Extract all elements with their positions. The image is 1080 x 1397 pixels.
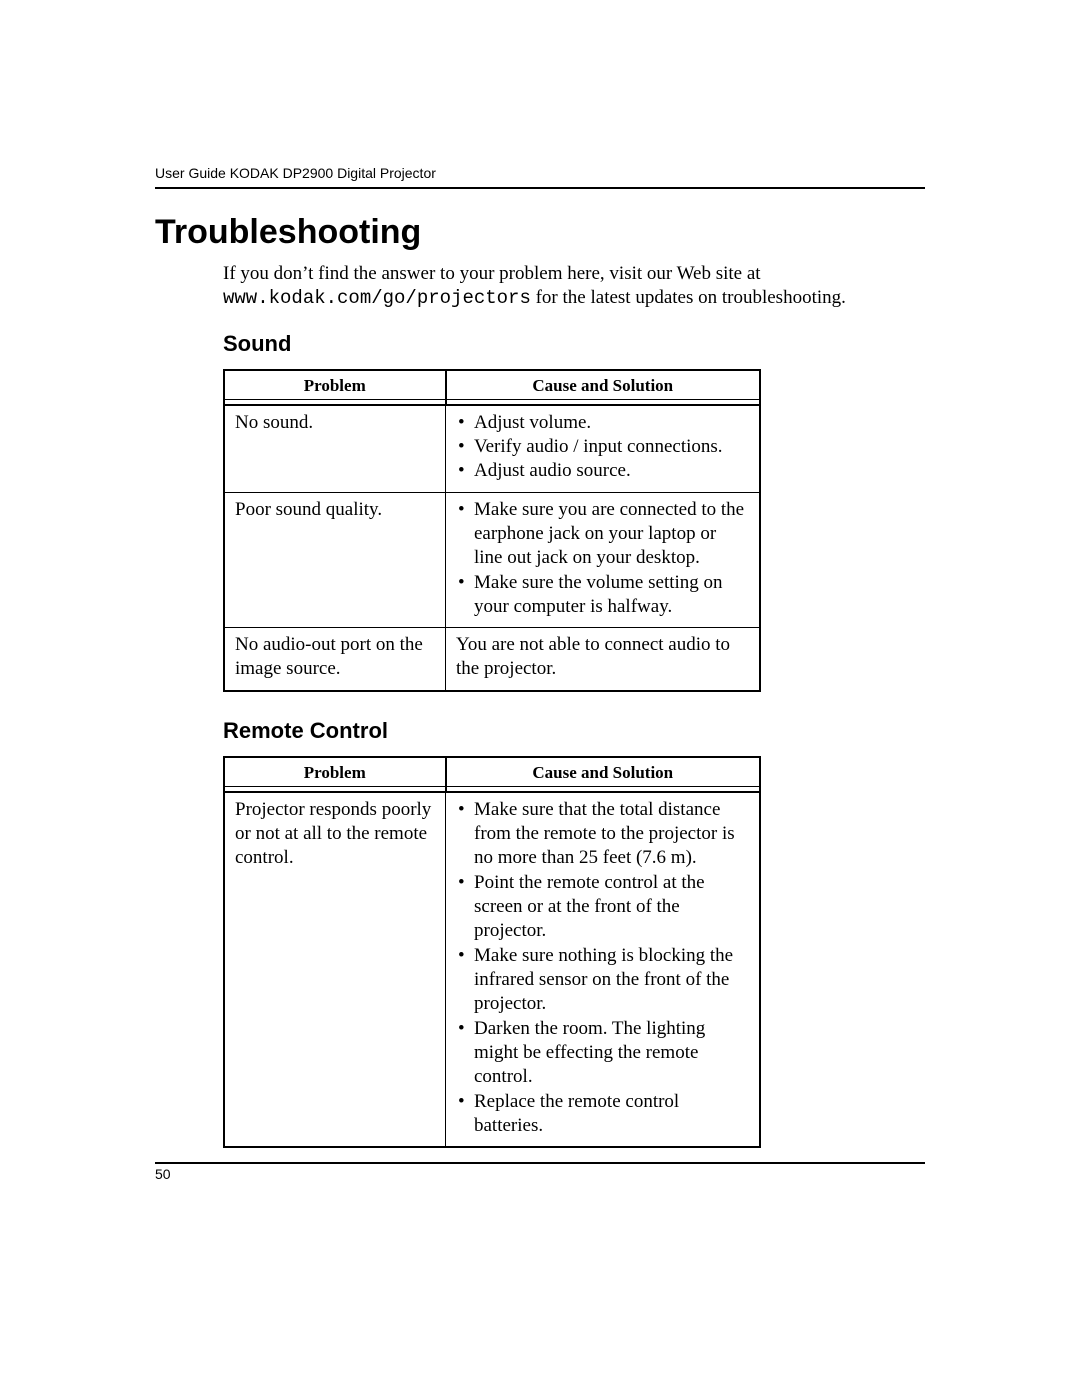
table-row: Poor sound quality. Make sure you are co… [224, 492, 760, 628]
page-title: Troubleshooting [155, 213, 925, 252]
table-header-row: Problem Cause and Solution [224, 757, 760, 787]
sound-table: Problem Cause and Solution No sound. Adj… [223, 369, 761, 692]
list-item: Point the remote control at the screen o… [456, 871, 749, 944]
solution-cell: Adjust volume. Verify audio / input conn… [446, 405, 761, 492]
col-header-solution: Cause and Solution [446, 370, 761, 400]
list-item: Darken the room. The lighting might be e… [456, 1017, 749, 1090]
list-item: Make sure nothing is blocking the infrar… [456, 944, 749, 1017]
col-header-problem: Problem [224, 757, 446, 787]
remote-table: Problem Cause and Solution Projector res… [223, 756, 761, 1148]
document-page: User Guide KODAK DP2900 Digital Projecto… [0, 0, 1080, 1397]
problem-cell: Projector responds poorly or not at all … [224, 792, 446, 1147]
section-heading-sound: Sound [223, 331, 925, 357]
list-item: Make sure the volume setting on your com… [456, 571, 749, 620]
list-item: Adjust volume. [456, 411, 749, 435]
solution-list: Adjust volume. Verify audio / input conn… [456, 411, 749, 484]
list-item: Adjust audio source. [456, 459, 749, 483]
page-number: 50 [155, 1166, 925, 1182]
table-row: No audio-out port on the image source. Y… [224, 628, 760, 691]
problem-cell: No audio-out port on the image source. [224, 628, 446, 691]
intro-url: www.kodak.com/go/projectors [223, 287, 531, 309]
header-rule [155, 187, 925, 189]
list-item: Make sure that the total distance from t… [456, 798, 749, 871]
intro-tail: for the latest updates on troubleshootin… [531, 287, 846, 308]
solution-list: Make sure that the total distance from t… [456, 798, 749, 1138]
running-head: User Guide KODAK DP2900 Digital Projecto… [155, 165, 925, 181]
intro-paragraph: If you don’t find the answer to your pro… [223, 262, 925, 311]
col-header-solution: Cause and Solution [446, 757, 761, 787]
table-row: No sound. Adjust volume. Verify audio / … [224, 405, 760, 492]
solution-list: Make sure you are connected to the earph… [456, 498, 749, 620]
problem-cell: Poor sound quality. [224, 492, 446, 628]
solution-cell: You are not able to connect audio to the… [446, 628, 761, 691]
footer-rule [155, 1162, 925, 1164]
intro-line1: If you don’t find the answer to your pro… [223, 263, 761, 284]
table-header-row: Problem Cause and Solution [224, 370, 760, 400]
section-heading-remote: Remote Control [223, 718, 925, 744]
list-item: Make sure you are connected to the earph… [456, 498, 749, 571]
table-row: Projector responds poorly or not at all … [224, 792, 760, 1147]
col-header-problem: Problem [224, 370, 446, 400]
solution-cell: Make sure that the total distance from t… [446, 792, 761, 1147]
page-footer: 50 [155, 1162, 925, 1182]
problem-cell: No sound. [224, 405, 446, 492]
list-item: Verify audio / input connections. [456, 435, 749, 459]
solution-cell: Make sure you are connected to the earph… [446, 492, 761, 628]
list-item: Replace the remote control batteries. [456, 1090, 749, 1139]
